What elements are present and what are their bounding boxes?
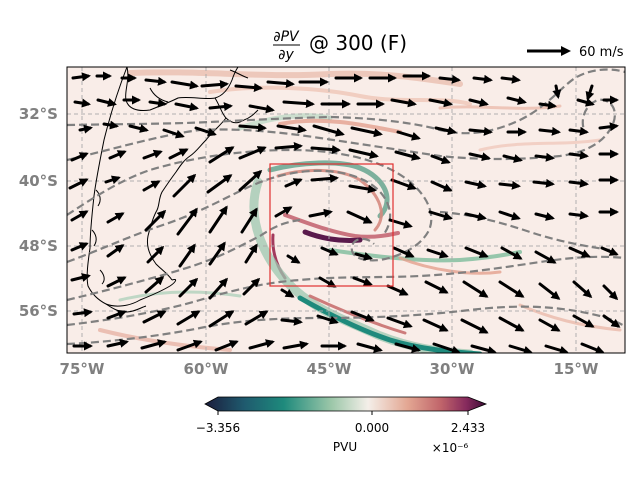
lon-tick-label: 75°W	[60, 360, 105, 378]
lon-tick-label: 30°W	[430, 360, 475, 378]
lat-tick-label: 32°S	[19, 105, 58, 123]
lon-tick-label: 45°W	[307, 360, 352, 378]
title-numerator: ∂PV	[273, 29, 300, 45]
colorbar-mid-label: 0.000	[355, 421, 389, 435]
lat-tick-label: 40°S	[19, 172, 58, 190]
map-frame	[66, 66, 626, 354]
colorbar-units-label: PVU	[333, 440, 357, 454]
lon-tick-label: 15°W	[554, 360, 599, 378]
title-suffix: @ 300 (F)	[309, 31, 407, 55]
region-highlight-box	[269, 163, 394, 287]
lon-tick-label: 60°W	[184, 360, 229, 378]
title-denominator: ∂y	[278, 47, 294, 63]
colorbar-max-label: 2.433	[451, 421, 485, 435]
reference-arrow	[527, 46, 571, 56]
lat-tick-label: 48°S	[19, 237, 58, 255]
map-panel	[67, 67, 625, 353]
wind-vectors	[68, 71, 621, 353]
colorbar	[204, 396, 488, 415]
reference-arrow-label: 60 m/s	[579, 45, 624, 60]
lat-tick-label: 56°S	[19, 302, 58, 320]
colorbar-scale-label: ×10⁻⁶	[432, 441, 469, 455]
colorbar-min-label: −3.356	[196, 421, 240, 435]
